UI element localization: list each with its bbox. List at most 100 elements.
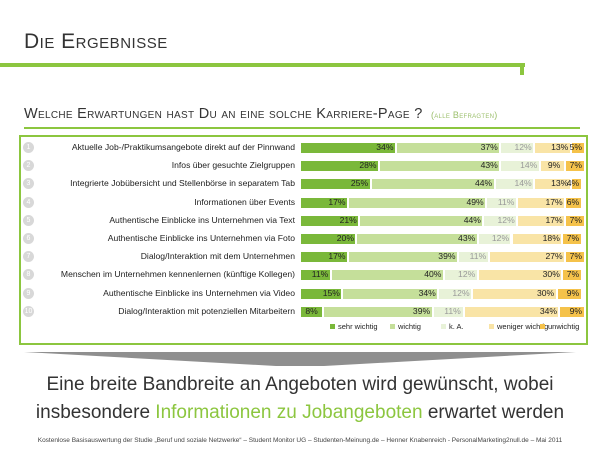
data-label: 44% xyxy=(474,178,493,189)
bar-segment xyxy=(439,288,471,299)
category-label: Authentische Einblicke ins Unternehmen v… xyxy=(107,233,295,243)
legend-label: wichtig xyxy=(398,322,421,331)
legend-swatch xyxy=(330,324,335,329)
conclusion-post: erwartet werden xyxy=(422,402,565,423)
data-label: 12% xyxy=(514,142,532,152)
data-label: 7% xyxy=(566,269,580,280)
bar-segment xyxy=(566,252,584,263)
bar-segment xyxy=(566,161,584,172)
data-label: 13% xyxy=(551,178,569,189)
legend-item: weniger wichtig xyxy=(489,322,548,331)
category-label: Authentische Einblicke ins Unternehmen v… xyxy=(109,214,295,225)
data-label: 14% xyxy=(520,160,538,171)
data-label: 43% xyxy=(480,160,498,171)
bar-segment xyxy=(464,306,559,317)
category-label: Dialog/Interaktion mit dem Unternehmen xyxy=(140,251,295,262)
row-number: 1 xyxy=(23,142,34,153)
bar-segment xyxy=(571,179,581,190)
legend-label: sehr wichtig xyxy=(338,322,378,331)
bar-segment xyxy=(343,288,438,299)
bar-segment xyxy=(518,215,565,226)
bar-segment xyxy=(301,197,347,208)
bar-segment xyxy=(458,252,488,263)
row-number: 8 xyxy=(23,269,34,281)
bar-segment xyxy=(444,270,477,281)
data-label: 11% xyxy=(444,305,461,316)
bar-segment xyxy=(301,215,359,226)
data-label: 9% xyxy=(566,287,580,298)
data-label: 20% xyxy=(336,233,354,243)
title-rule xyxy=(0,63,525,67)
bar-segment xyxy=(487,197,517,208)
bar-segment xyxy=(484,215,517,226)
bar-segment xyxy=(301,143,395,153)
bar-segment xyxy=(571,143,584,153)
legend-item: k. A. xyxy=(441,322,464,331)
data-label: 25% xyxy=(350,178,369,189)
data-label: 39% xyxy=(438,251,456,262)
data-label: 7% xyxy=(566,233,580,243)
bar-segment xyxy=(323,306,432,317)
bar-segment xyxy=(535,143,570,153)
data-label: 7% xyxy=(569,160,583,171)
bar-segment xyxy=(301,306,322,317)
bar-segment xyxy=(348,197,486,208)
bar-segment xyxy=(301,288,342,299)
data-label: 17% xyxy=(328,251,346,262)
bar-segment xyxy=(563,234,581,244)
chart-question: Welche Erwartungen hast Du an eine solch… xyxy=(24,106,498,122)
bar-segment xyxy=(357,234,477,244)
question-subtitle: (alle Befragten) xyxy=(430,110,498,120)
legend-swatch xyxy=(390,324,395,329)
data-label: 7% xyxy=(569,214,583,225)
legend-item: unwichtig xyxy=(540,322,579,331)
data-label: 14% xyxy=(514,178,532,189)
bar-segment xyxy=(301,270,331,281)
bar-segment xyxy=(379,161,500,172)
data-label: 27% xyxy=(545,251,563,262)
bar-segment xyxy=(332,270,443,281)
bar-segment xyxy=(540,161,565,172)
data-label: 40% xyxy=(424,269,442,280)
category-label: Integrierte Jobübersicht und Stellenbörs… xyxy=(70,178,295,189)
bar-segment xyxy=(501,143,534,153)
bar-segment xyxy=(489,252,565,263)
bar-segment xyxy=(396,143,500,153)
data-label: 21% xyxy=(339,214,357,225)
category-label: Authentische Einblicke ins Unternehmen v… xyxy=(103,287,295,298)
bar-segment xyxy=(495,179,534,190)
bar-segment xyxy=(566,197,581,208)
conclusion-line-1: Eine breite Bandbreite an Angeboten wird… xyxy=(46,374,554,395)
bar-segment xyxy=(557,288,581,299)
data-label: 5% xyxy=(569,142,583,152)
data-label: 12% xyxy=(491,233,510,243)
bar-segment xyxy=(433,306,463,317)
bar-segment xyxy=(473,288,556,299)
data-label: 6% xyxy=(566,196,580,207)
bar-segment xyxy=(501,161,539,172)
row-number: 10 xyxy=(23,305,34,317)
legend-item: sehr wichtig xyxy=(330,322,378,331)
category-label: Informationen über Events xyxy=(194,196,295,207)
legend-label: weniger wichtig xyxy=(497,322,549,331)
bar-segment xyxy=(563,270,581,281)
row-number: 2 xyxy=(23,160,34,172)
data-label: 11% xyxy=(469,251,487,262)
chart-frame: 1 Aktuelle Job-/Praktikumsangebote direkt… xyxy=(19,135,588,345)
data-label: 13% xyxy=(551,142,569,152)
data-label: 34% xyxy=(539,305,558,316)
data-label: 34% xyxy=(418,287,436,298)
slide-title: Die Ergebnisse xyxy=(24,30,168,53)
data-label: 12% xyxy=(458,269,476,280)
footer-credit: Kostenlose Basisauswertung der Studie „B… xyxy=(37,437,563,444)
question-text: Welche Erwartungen hast Du an eine solch… xyxy=(24,106,423,122)
data-label: 28% xyxy=(359,160,377,171)
bar-segment xyxy=(478,234,511,244)
bar-segment xyxy=(566,215,584,226)
bar-segment xyxy=(478,270,562,281)
category-label: Aktuelle Job-/Praktikumsangebote direkt … xyxy=(71,142,295,152)
data-label: 18% xyxy=(542,233,560,243)
data-label: 17% xyxy=(545,214,563,225)
data-label: 30% xyxy=(542,269,560,280)
data-label: 15% xyxy=(322,287,340,298)
